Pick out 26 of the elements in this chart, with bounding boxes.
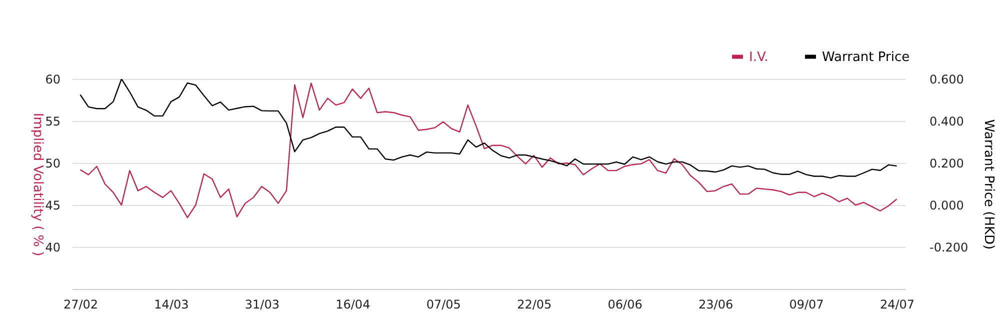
- legend-label: I.V.: [749, 50, 768, 65]
- x-tick-label: 27/02: [63, 298, 98, 312]
- y2-tick-label: 0.600: [930, 72, 964, 86]
- y2-axis-title: Warrant Price (HKD): [981, 119, 996, 250]
- y-axis-title: Implied Volatility ( % ): [30, 112, 46, 256]
- y2-tick-label: -0.200: [930, 240, 968, 254]
- y2-tick-label: 0.400: [930, 114, 964, 128]
- y-tick-label: 45: [45, 198, 60, 212]
- y2-tick-label: 0.000: [930, 198, 964, 212]
- x-tick-label: 16/04: [336, 298, 370, 312]
- y-tick-label: 55: [45, 114, 60, 128]
- x-tick-label: 24/07: [880, 298, 915, 312]
- line-series: [80, 82, 898, 218]
- legend-label: Warrant Price: [822, 50, 910, 65]
- x-tick-label: 31/03: [244, 298, 280, 312]
- y-tick-label: 60: [45, 72, 60, 86]
- x-tick-label: 06/06: [608, 298, 642, 312]
- line-series: [80, 79, 898, 179]
- x-tick-label: 09/07: [789, 298, 824, 312]
- x-tick-label: 07/05: [426, 298, 461, 312]
- x-tick-label: 23/06: [698, 298, 734, 312]
- y-tick-label: 40: [45, 240, 60, 254]
- y-tick-label: 50: [45, 156, 60, 170]
- x-tick-label: 14/03: [154, 298, 189, 312]
- x-tick-label: 22/05: [517, 298, 552, 312]
- y2-tick-label: 0.200: [930, 156, 964, 170]
